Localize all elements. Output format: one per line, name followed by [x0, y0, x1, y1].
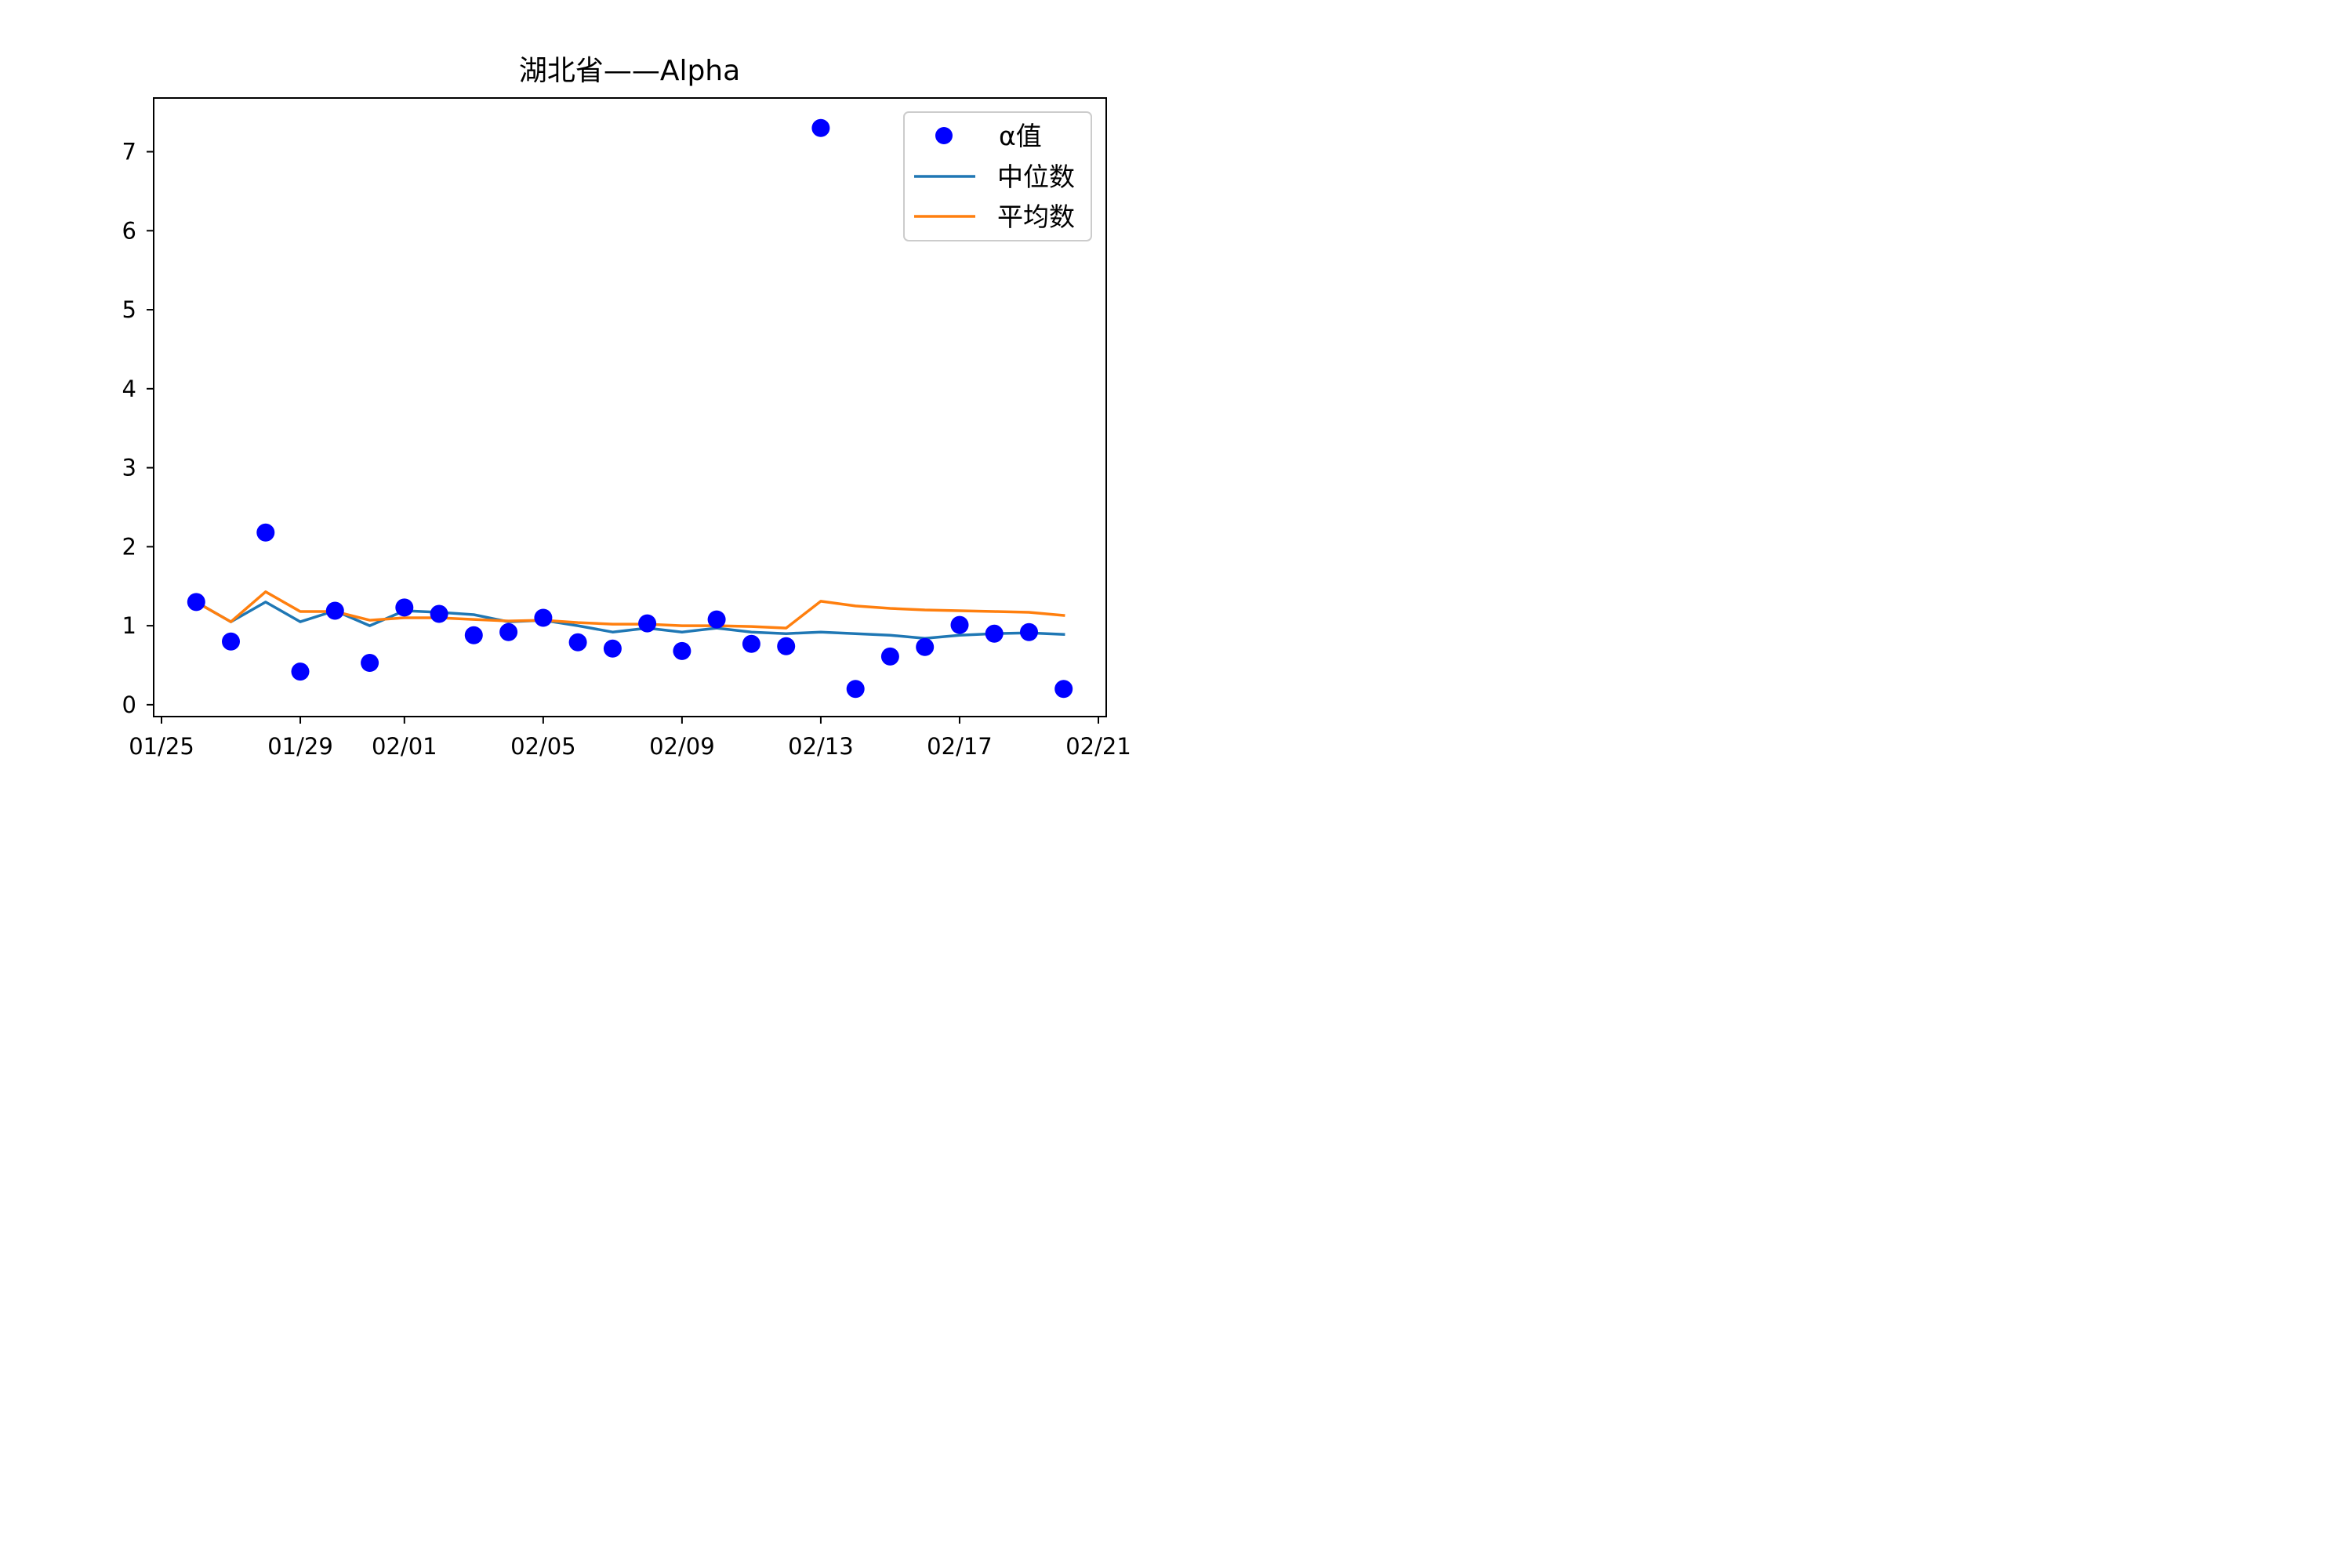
x-tick-label: 01/25 [129, 733, 194, 760]
y-tick-label: 5 [122, 296, 136, 323]
legend-label-mean: 平均数 [997, 201, 1075, 232]
x-tick-label: 02/21 [1065, 733, 1131, 760]
data-point [777, 637, 796, 655]
y-tick-label: 3 [122, 455, 136, 481]
data-point [742, 634, 760, 653]
x-tick-label: 02/17 [927, 733, 993, 760]
scatter-line-chart: 湖北省——Alpha 01/25 01/29 02/01 02/05 02/09 02/1… [122, 55, 1131, 760]
y-axis: 0 1 2 3 4 5 6 7 [122, 139, 154, 718]
data-point [499, 622, 518, 641]
legend-marker-alpha [935, 127, 953, 144]
legend-label-alpha: α值 [999, 121, 1042, 151]
data-point [395, 598, 414, 617]
data-point [1020, 622, 1038, 641]
legend-frame [903, 111, 1092, 241]
y-tick-label: 6 [122, 217, 136, 244]
data-point [985, 624, 1004, 643]
y-tick-label: 4 [122, 376, 136, 402]
data-point [325, 601, 344, 620]
legend: α值 中位数 平均数 [903, 111, 1092, 241]
x-tick-label: 02/09 [649, 733, 715, 760]
data-point [950, 615, 969, 634]
x-tick-label: 02/01 [372, 733, 437, 760]
chart-title: 湖北省——Alpha [519, 55, 740, 87]
y-tick-label: 2 [122, 533, 136, 560]
x-axis: 01/25 01/29 02/01 02/05 02/09 02/13 02/17 02/21 [129, 717, 1131, 760]
data-point [916, 637, 935, 656]
data-point [673, 641, 691, 660]
data-point [464, 626, 483, 644]
chart-container: 湖北省——Alpha 01/25 01/29 02/01 02/05 02/09 02/1… [0, 0, 1224, 816]
x-tick-label: 02/05 [510, 733, 576, 760]
data-point [811, 118, 830, 137]
data-point [430, 604, 448, 623]
data-point [1054, 680, 1073, 699]
data-point [222, 632, 240, 651]
data-point [880, 647, 899, 666]
data-point [603, 639, 622, 658]
data-point [291, 662, 310, 681]
data-point [638, 614, 657, 633]
data-point [846, 680, 865, 699]
y-tick-label: 7 [122, 139, 136, 165]
x-tick-label: 01/29 [267, 733, 333, 760]
data-point [707, 610, 726, 629]
data-point [256, 523, 275, 542]
y-tick-label: 0 [122, 691, 136, 718]
series-lines [194, 590, 1065, 640]
data-point [534, 608, 553, 627]
plot-frame [153, 97, 1107, 717]
data-point [361, 654, 379, 672]
series-line-1 [194, 600, 1065, 640]
series-points [187, 118, 1073, 699]
y-tick-label: 1 [122, 612, 136, 639]
data-point [568, 633, 587, 652]
data-point [187, 593, 205, 612]
legend-label-median: 中位数 [997, 162, 1075, 192]
x-tick-label: 02/13 [788, 733, 854, 760]
